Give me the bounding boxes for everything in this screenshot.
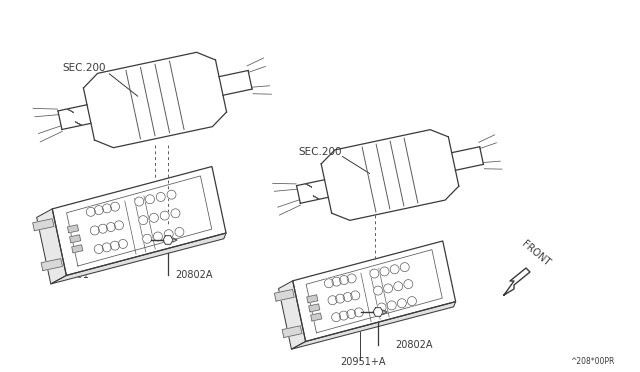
Circle shape [167,190,176,199]
Circle shape [355,308,364,317]
Circle shape [86,207,95,217]
Circle shape [332,277,341,286]
Circle shape [102,204,111,213]
Circle shape [99,224,108,233]
Circle shape [347,310,356,318]
Text: 20802A: 20802A [175,270,212,280]
Circle shape [154,232,163,241]
Circle shape [394,282,403,291]
Circle shape [332,313,340,322]
Text: FRONT: FRONT [520,239,552,268]
Polygon shape [41,259,63,270]
Circle shape [370,269,379,278]
Polygon shape [83,52,227,148]
Circle shape [335,294,344,303]
Circle shape [94,244,103,254]
Circle shape [328,296,337,305]
Circle shape [404,280,413,289]
Circle shape [340,276,349,285]
Polygon shape [36,209,67,284]
Circle shape [90,226,99,235]
Text: SEC.200: SEC.200 [62,63,106,73]
Polygon shape [70,235,81,243]
Polygon shape [51,233,226,284]
Polygon shape [310,313,322,321]
Polygon shape [33,219,54,231]
Circle shape [171,209,180,218]
Circle shape [111,202,120,211]
Polygon shape [373,308,383,316]
Circle shape [110,241,120,250]
Circle shape [351,291,360,300]
Circle shape [102,243,111,252]
Circle shape [408,296,417,305]
Circle shape [387,301,396,310]
Circle shape [150,214,159,222]
Text: 20851: 20851 [58,270,89,280]
Circle shape [164,230,173,239]
Circle shape [377,303,386,312]
Circle shape [400,263,409,272]
Polygon shape [275,289,294,301]
Text: 20951+A: 20951+A [340,357,385,367]
Polygon shape [307,295,318,303]
Circle shape [160,211,169,220]
Circle shape [343,292,352,301]
Polygon shape [72,245,83,253]
Circle shape [143,234,152,243]
Circle shape [324,279,333,288]
Circle shape [139,216,148,225]
Circle shape [156,192,165,202]
Circle shape [347,274,356,283]
Circle shape [383,284,392,293]
Text: ^208*00PR: ^208*00PR [570,357,614,366]
Text: SEC.200: SEC.200 [298,147,342,157]
Circle shape [339,311,348,320]
Circle shape [374,286,383,295]
Polygon shape [504,268,530,295]
Circle shape [118,240,127,248]
Polygon shape [163,236,173,244]
Circle shape [380,267,389,276]
Polygon shape [282,326,302,337]
Polygon shape [278,281,306,349]
Polygon shape [52,167,226,275]
Circle shape [397,299,406,308]
Polygon shape [321,130,459,220]
Circle shape [175,227,184,237]
Polygon shape [67,225,79,233]
Polygon shape [308,304,320,312]
Circle shape [135,197,144,206]
Text: 20802A: 20802A [395,340,433,350]
Circle shape [390,265,399,274]
Polygon shape [291,302,456,349]
Circle shape [145,195,154,204]
Circle shape [106,222,115,231]
Circle shape [115,221,124,230]
Polygon shape [292,241,456,341]
Circle shape [94,206,104,215]
